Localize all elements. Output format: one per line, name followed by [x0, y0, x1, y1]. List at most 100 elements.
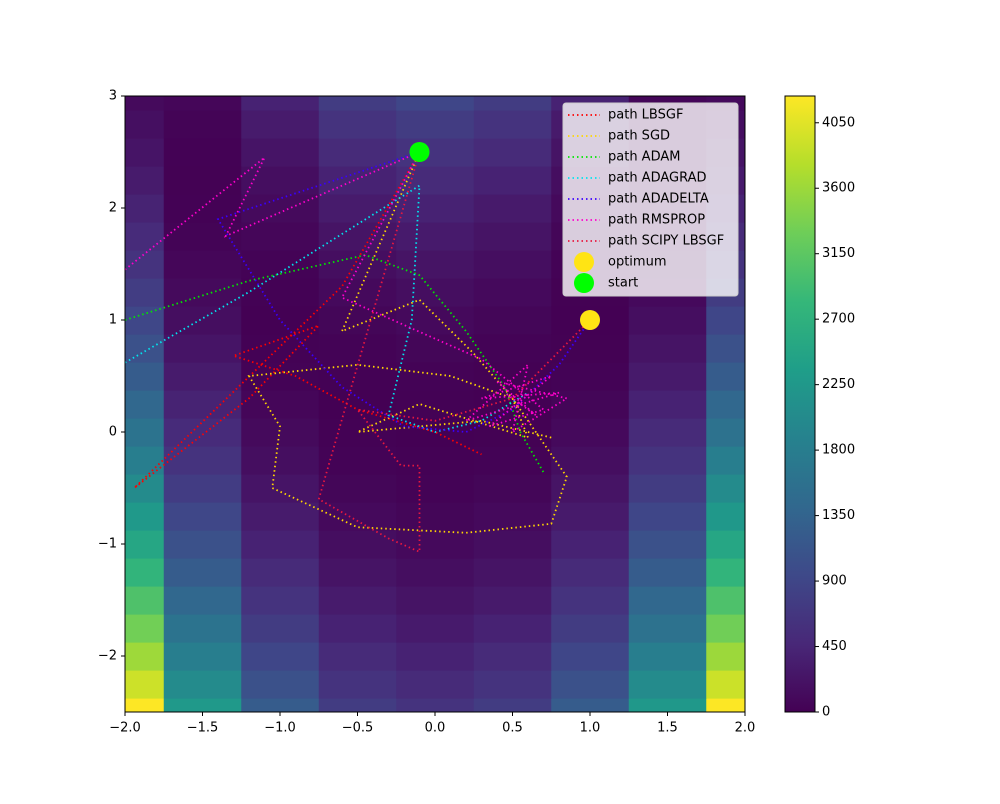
heat-cell — [628, 306, 707, 335]
heat-cell — [241, 390, 320, 419]
heat-cell — [396, 334, 475, 363]
heat-cell — [628, 334, 707, 363]
heat-cell — [318, 138, 397, 167]
heat-cell — [163, 390, 242, 419]
heat-cell — [473, 586, 552, 615]
heat-cell — [396, 222, 475, 251]
heat-cell — [551, 558, 630, 587]
heat-cell — [163, 418, 242, 447]
heat-cell — [125, 474, 165, 503]
legend-label: path ADAM — [608, 150, 680, 165]
heat-cell — [551, 390, 630, 419]
heat-cell — [551, 670, 630, 699]
heat-cell — [163, 502, 242, 531]
heat-cell — [125, 194, 165, 223]
overlay: −2.0 −1.5 −1.0 −0.5 0.0 0.5 1.0 1.5 2.0 −2 −1 0 1 2 3 0… — [98, 89, 855, 736]
heat-cell — [473, 698, 552, 712]
path-line — [216, 151, 591, 433]
heat-cell — [628, 418, 707, 447]
heat-cell — [318, 96, 397, 111]
heat-cell — [628, 530, 707, 559]
heat-cell — [551, 362, 630, 391]
y-tick-label: 3 — [109, 89, 117, 104]
heat-cell — [551, 418, 630, 447]
heat-cell — [241, 96, 320, 111]
legend-label: path ADAGRAD — [608, 171, 707, 186]
heat-cell — [125, 698, 165, 712]
heat-cell — [125, 306, 165, 335]
heat-cell — [125, 390, 165, 419]
heat-cell — [241, 614, 320, 643]
heat-cell — [628, 558, 707, 587]
colorbar — [784, 95, 816, 713]
heat-cell — [706, 698, 745, 712]
heat-cell — [473, 530, 552, 559]
x-tick-label: −2.0 — [109, 721, 141, 736]
heat-cell — [241, 530, 320, 559]
heat-cell — [396, 502, 475, 531]
heat-cell — [396, 250, 475, 279]
heat-cell — [163, 250, 242, 279]
y-tick-label: 1 — [109, 313, 117, 328]
heat-cell — [318, 194, 397, 223]
heat-cell — [318, 278, 397, 307]
heat-cell — [628, 586, 707, 615]
heat-cell — [318, 670, 397, 699]
heat-cell — [125, 278, 165, 307]
heat-cell — [163, 474, 242, 503]
y-tick-label: −2 — [98, 649, 117, 664]
heat-cell — [125, 138, 165, 167]
heat-cell — [473, 110, 552, 139]
heat-cell — [473, 222, 552, 251]
marker — [409, 142, 430, 162]
heat-cell — [318, 698, 397, 712]
legend-label: optimum — [608, 255, 666, 270]
heat-cell — [318, 642, 397, 671]
heat-cell — [706, 670, 745, 699]
colorbar-tick-label: 3150 — [822, 246, 855, 261]
heat-cell — [163, 306, 242, 335]
heat-cell — [473, 278, 552, 307]
heat-cell — [551, 446, 630, 475]
heat-cell — [125, 614, 165, 643]
heat-cell — [241, 586, 320, 615]
heat-cell — [396, 698, 475, 712]
heat-cell — [318, 530, 397, 559]
heat-cell — [241, 110, 320, 139]
heat-cell — [396, 306, 475, 335]
x-tick-label: 0.5 — [502, 721, 523, 736]
heat-cell — [473, 96, 552, 111]
heat-cell — [125, 96, 165, 111]
heat-cell — [628, 446, 707, 475]
heat-cell — [396, 110, 475, 139]
heat-cell — [396, 446, 475, 475]
path-line — [247, 151, 568, 534]
heat-cell — [473, 250, 552, 279]
heat-cell — [163, 222, 242, 251]
heat-cell — [396, 530, 475, 559]
legend-label: path SCIPY LBSGF — [608, 234, 724, 249]
heat-cell — [241, 194, 320, 223]
y-tick-label: −1 — [98, 537, 117, 552]
heat-cell — [706, 362, 745, 391]
heat-cell — [318, 222, 397, 251]
legend-swatch — [574, 273, 594, 293]
heat-cell — [125, 446, 165, 475]
heat-cell — [125, 670, 165, 699]
legend-label: path SGD — [608, 129, 670, 144]
heat-cell — [396, 194, 475, 223]
heat-cell — [396, 362, 475, 391]
heat-cell — [163, 670, 242, 699]
colorbar-tick-label: 2700 — [822, 312, 855, 327]
heat-cell — [706, 390, 745, 419]
heat-cell — [551, 502, 630, 531]
heat-cell — [163, 194, 242, 223]
heat-cell — [318, 614, 397, 643]
heat-cell — [318, 418, 397, 447]
heat-cell — [706, 418, 745, 447]
path-line — [125, 150, 570, 434]
colorbar-tick-label: 3600 — [822, 181, 855, 196]
heat-cell — [551, 474, 630, 503]
heat-cell — [628, 502, 707, 531]
